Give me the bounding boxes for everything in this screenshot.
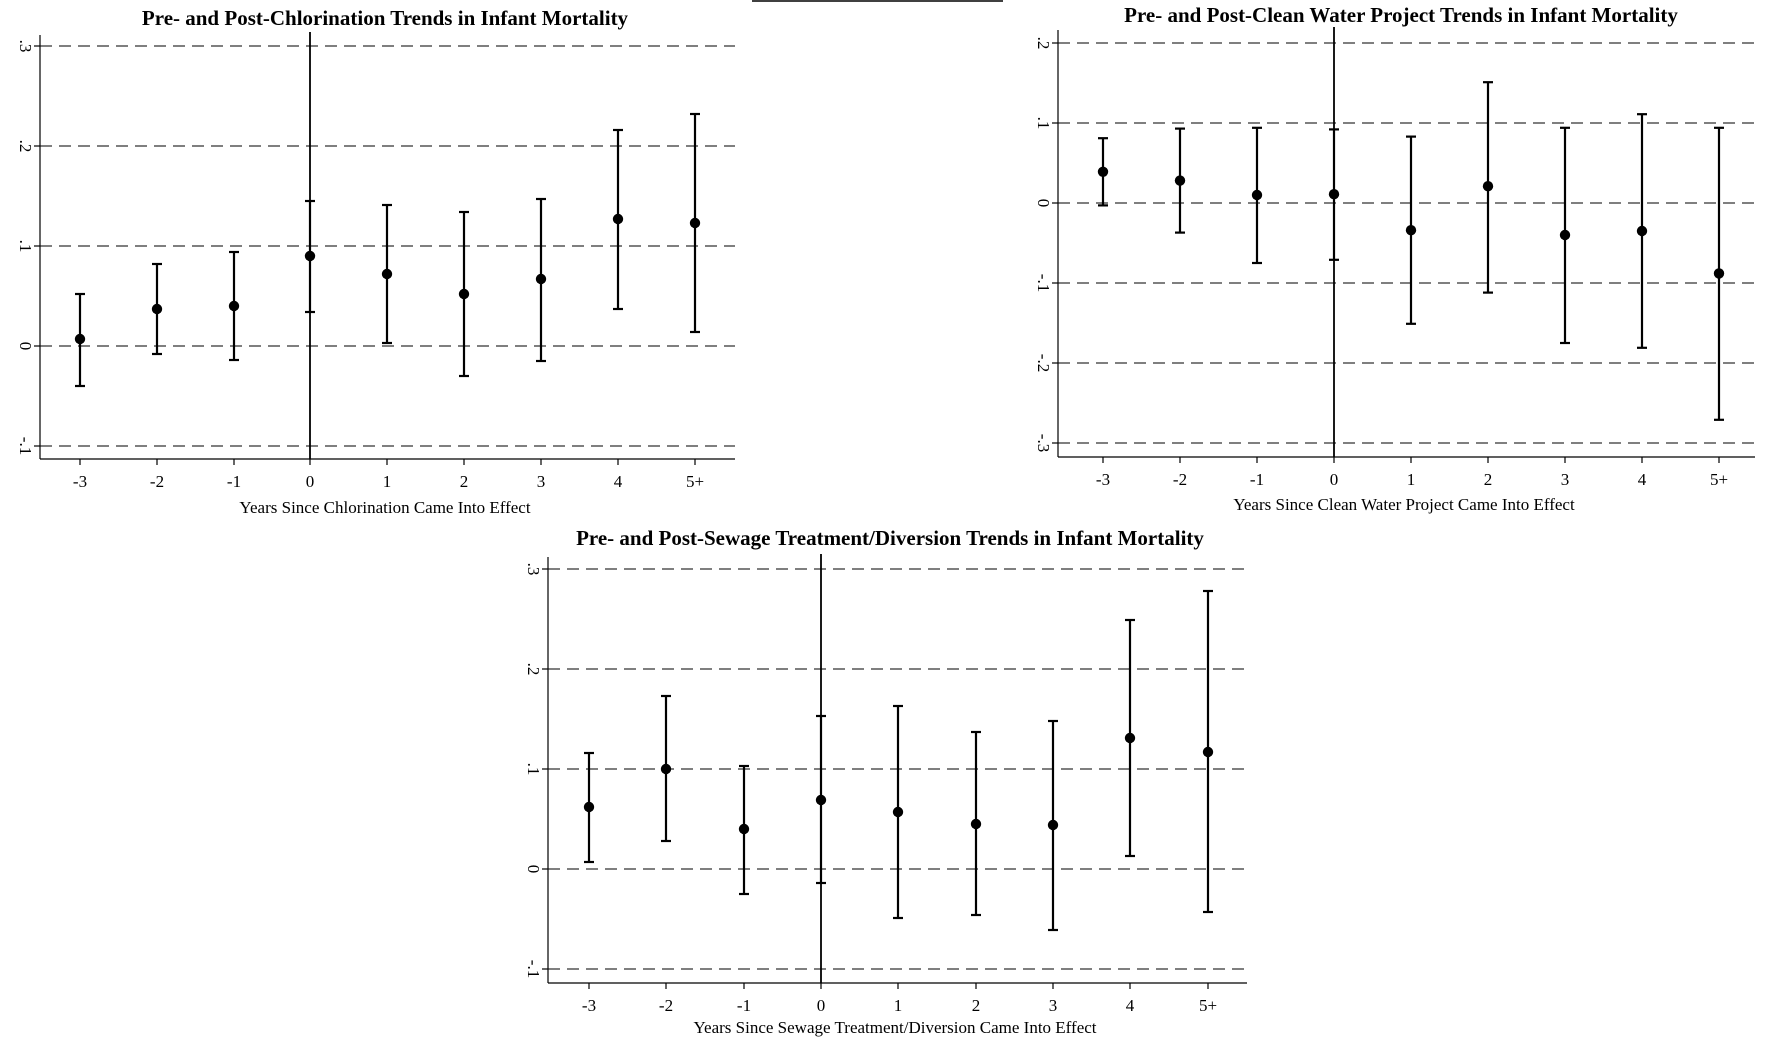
point-estimate <box>74 333 86 345</box>
x-tick-label: 3 <box>1049 996 1058 1015</box>
y-tick-label: .3 <box>524 563 543 576</box>
chart-title: Pre- and Post-Chlorination Trends in Inf… <box>142 6 629 30</box>
axes <box>542 557 1247 989</box>
x-tick-labels: -3 -2 -1 0 1 2 3 4 5+ <box>582 996 1217 1015</box>
gridlines <box>1058 42 1755 444</box>
y-tick-label: .3 <box>16 40 35 53</box>
sewage-chart: Pre- and Post-Sewage Treatment/Diversion… <box>524 526 1247 1037</box>
y-tick-label: .2 <box>524 663 543 676</box>
x-tick-label: 4 <box>614 472 623 491</box>
point-estimate <box>1405 225 1417 236</box>
x-tick-label: -1 <box>227 472 241 491</box>
point-estimate <box>815 794 827 806</box>
x-tick-label: 2 <box>972 996 981 1015</box>
y-tick-label: .1 <box>524 763 543 776</box>
y-tick-label: .1 <box>16 240 35 253</box>
x-tick-labels: -3 -2 -1 0 1 2 3 4 5+ <box>1096 470 1728 489</box>
x-tick-label: 5+ <box>1710 470 1728 489</box>
point-estimate <box>1251 189 1263 201</box>
x-axis-label: Years Since Chlorination Came Into Effec… <box>239 498 530 517</box>
x-tick-label: -3 <box>1096 470 1110 489</box>
point-estimate <box>1174 175 1186 186</box>
y-tick-labels: -.1 0 .1 .2 .3 <box>524 563 543 979</box>
point-estimate <box>228 300 240 312</box>
x-tick-label: 5+ <box>1199 996 1217 1015</box>
point-estimate <box>535 273 547 285</box>
point-estimate <box>1482 181 1494 192</box>
x-tick-label: -3 <box>582 996 596 1015</box>
axes <box>34 35 735 465</box>
point-estimate <box>689 217 701 229</box>
estimates-with-ci <box>1097 81 1725 421</box>
point-estimate <box>1713 268 1725 279</box>
y-tick-label: -.1 <box>16 437 35 455</box>
x-tick-label: 4 <box>1638 470 1647 489</box>
chart-title: Pre- and Post-Clean Water Project Trends… <box>1124 3 1678 27</box>
x-tick-label: 1 <box>383 472 392 491</box>
y-tick-labels: -.3 -.2 -.1 0 .1 .2 <box>1034 37 1053 453</box>
point-estimate <box>1636 225 1648 237</box>
x-tick-label: 0 <box>817 996 826 1015</box>
x-tick-label: -1 <box>737 996 751 1015</box>
x-tick-label: 0 <box>306 472 315 491</box>
point-estimate <box>738 823 750 835</box>
point-estimate <box>1124 732 1136 744</box>
point-estimate <box>304 250 316 262</box>
y-tick-label: .2 <box>16 140 35 153</box>
y-tick-label: -.1 <box>1034 274 1053 292</box>
x-tick-labels: -3 -2 -1 0 1 2 3 4 5+ <box>73 472 704 491</box>
y-tick-label: -.1 <box>524 960 543 978</box>
x-tick-label: 3 <box>537 472 546 491</box>
x-tick-label: 2 <box>1484 470 1493 489</box>
point-estimate <box>458 288 470 300</box>
point-estimate <box>892 806 904 818</box>
point-estimate <box>970 818 982 830</box>
x-tick-label: -2 <box>659 996 673 1015</box>
estimates-with-ci <box>583 589 1214 932</box>
axes <box>1052 30 1755 463</box>
x-tick-label: 1 <box>894 996 903 1015</box>
point-estimate <box>1097 166 1109 177</box>
point-estimate <box>151 303 163 315</box>
x-tick-label: 5+ <box>686 472 704 491</box>
point-estimate <box>583 801 595 813</box>
point-estimate <box>612 213 624 225</box>
x-tick-label: 3 <box>1561 470 1570 489</box>
point-estimate <box>1047 819 1059 831</box>
point-estimate <box>1328 189 1340 200</box>
point-estimate <box>1559 229 1571 241</box>
point-estimate <box>381 268 393 280</box>
x-tick-label: -1 <box>1250 470 1264 489</box>
x-tick-label: 1 <box>1407 470 1416 489</box>
y-tick-label: 0 <box>1034 199 1053 208</box>
x-tick-label: 4 <box>1126 996 1135 1015</box>
y-tick-label: 0 <box>524 865 543 874</box>
estimates-with-ci <box>74 112 701 388</box>
x-tick-label: 0 <box>1330 470 1339 489</box>
y-tick-labels: -.1 0 .1 .2 .3 <box>16 40 35 456</box>
chart-title: Pre- and Post-Sewage Treatment/Diversion… <box>576 526 1204 550</box>
x-tick-label: 2 <box>460 472 469 491</box>
y-tick-label: -.2 <box>1034 354 1053 372</box>
chlorination-chart: Pre- and Post-Chlorination Trends in Inf… <box>16 6 735 517</box>
x-tick-label: -2 <box>150 472 164 491</box>
x-tick-label: -3 <box>73 472 87 491</box>
y-tick-label: -.3 <box>1034 434 1053 452</box>
x-axis-label: Years Since Sewage Treatment/Diversion C… <box>693 1018 1096 1037</box>
x-axis-label: Years Since Clean Water Project Came Int… <box>1233 495 1575 514</box>
point-estimate <box>1202 746 1214 758</box>
y-tick-label: 0 <box>16 342 35 351</box>
y-tick-label: .1 <box>1034 117 1053 130</box>
point-estimate <box>660 763 672 775</box>
clean-water-chart: Pre- and Post-Clean Water Project Trends… <box>1034 3 1755 514</box>
x-tick-label: -2 <box>1173 470 1187 489</box>
y-tick-label: .2 <box>1034 37 1053 50</box>
